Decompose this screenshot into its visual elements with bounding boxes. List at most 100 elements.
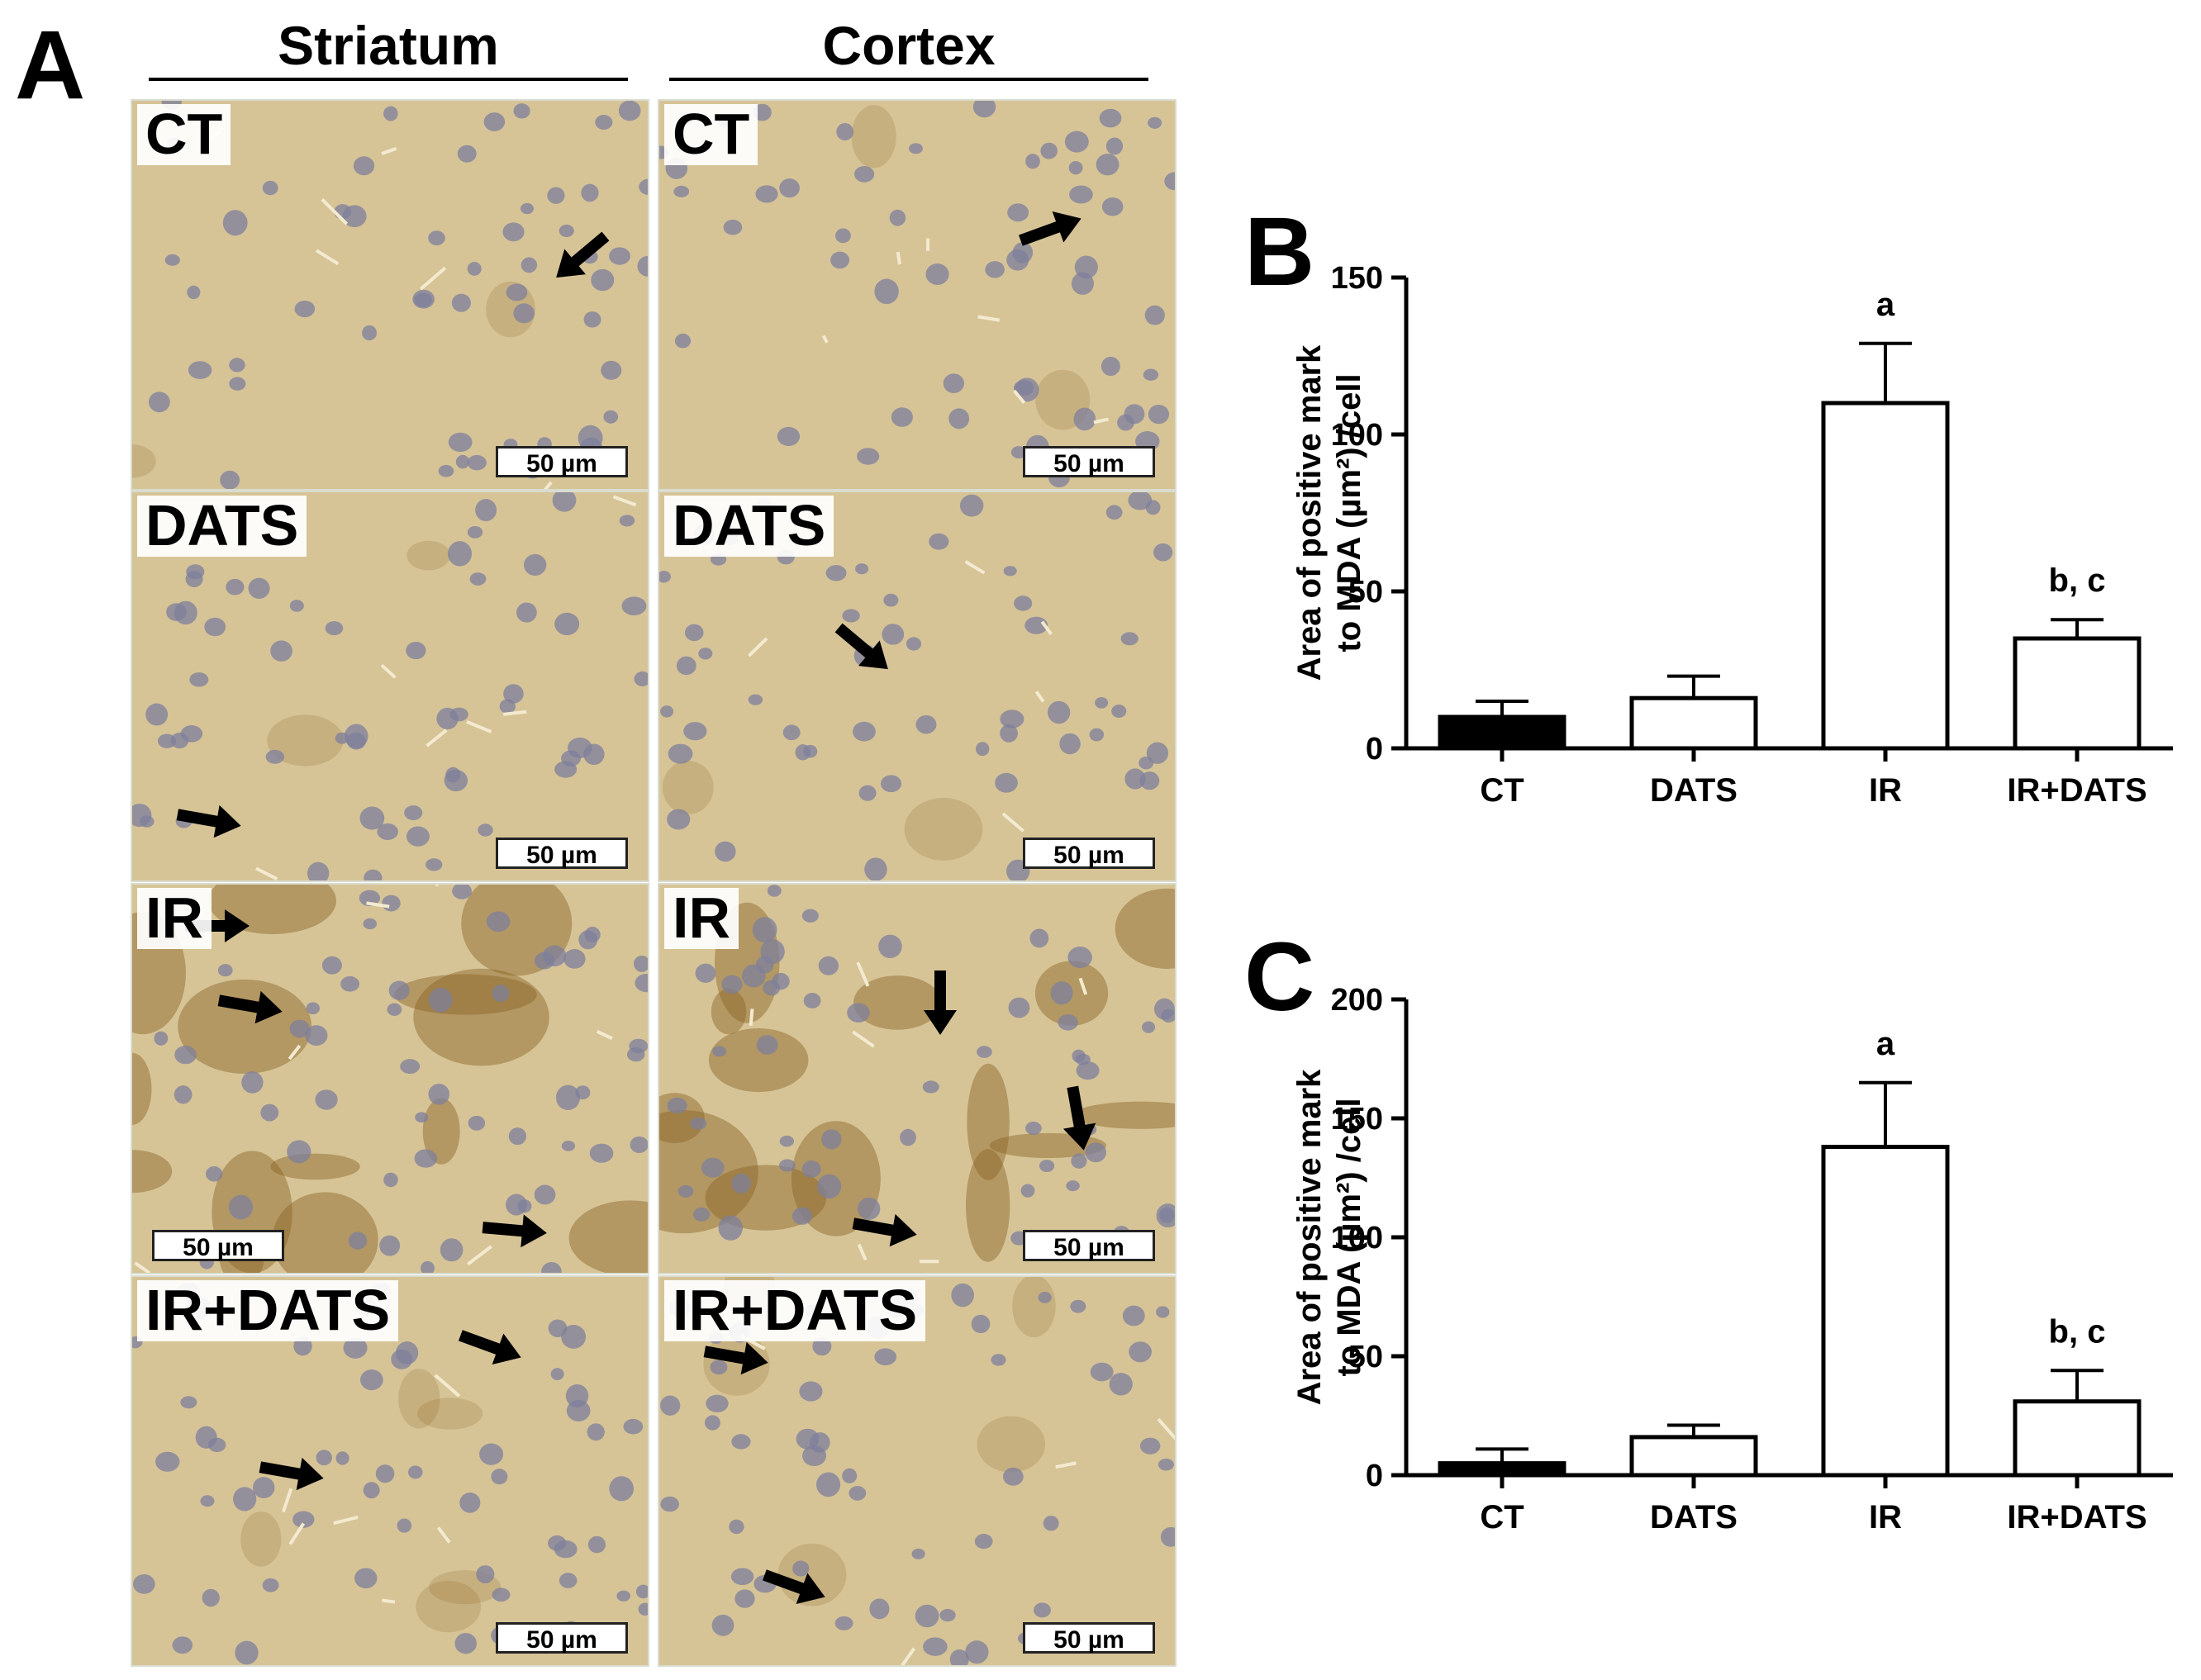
cell-nucleus xyxy=(667,1097,687,1114)
vessel-streak xyxy=(1040,620,1053,635)
vessel-streak xyxy=(852,1030,875,1048)
scale-bar: 50 µm xyxy=(496,1622,628,1654)
cell-nucleus xyxy=(508,1127,527,1146)
cell-nucleus xyxy=(634,955,648,972)
stain-blob xyxy=(398,1369,440,1429)
cell-nucleus xyxy=(172,1636,193,1654)
cell-nucleus xyxy=(638,1602,648,1616)
micrograph-striatum-ct: CT 50 µm xyxy=(131,99,649,491)
cell-nucleus xyxy=(502,222,525,242)
cell-nucleus xyxy=(1090,1362,1114,1382)
cell-nucleus xyxy=(415,1112,429,1123)
x-tick-label: DATS xyxy=(1650,772,1738,809)
cell-nucleus xyxy=(618,101,641,121)
bar-ct xyxy=(1438,714,1566,751)
cell-nucleus xyxy=(943,373,964,394)
cell-nucleus xyxy=(922,1080,939,1094)
stain-blob xyxy=(270,1153,360,1180)
cell-nucleus xyxy=(448,432,473,453)
cell-nucleus xyxy=(294,300,316,318)
cell-nucleus xyxy=(1043,1516,1059,1531)
cell-nucleus xyxy=(289,600,304,612)
cell-nucleus xyxy=(293,1336,312,1356)
cell-nucleus xyxy=(292,1511,315,1528)
cell-nucleus xyxy=(503,684,524,704)
cell-nucleus xyxy=(375,1464,395,1483)
treatment-label: CT xyxy=(664,103,758,165)
y-axis-label-line1: Area of positive mark xyxy=(1291,1069,1328,1406)
pointer-arrow-icon xyxy=(1062,1085,1096,1151)
cell-nucleus xyxy=(849,1486,867,1501)
cell-nucleus xyxy=(730,1568,754,1586)
cell-nucleus xyxy=(262,1578,279,1592)
cell-nucleus xyxy=(906,637,922,651)
vessel-streak xyxy=(466,719,492,733)
cell-nucleus xyxy=(412,289,435,309)
vessel-streak xyxy=(255,866,278,880)
cell-nucleus xyxy=(721,975,743,994)
cell-nucleus xyxy=(561,1324,587,1349)
stain-blob xyxy=(178,979,312,1075)
vessel-streak xyxy=(381,1598,396,1604)
cell-nucleus xyxy=(660,1395,681,1416)
cell-nucleus xyxy=(132,1574,155,1594)
cell-nucleus xyxy=(148,392,170,413)
cell-nucleus xyxy=(623,1418,644,1435)
cell-nucleus xyxy=(428,987,453,1013)
cell-nucleus xyxy=(1099,108,1122,128)
cell-nucleus xyxy=(1014,596,1033,611)
cell-nucleus xyxy=(609,1476,635,1502)
cell-nucleus xyxy=(382,895,401,912)
cell-nucleus xyxy=(929,533,949,550)
cell-nucleus xyxy=(842,1468,858,1483)
cell-nucleus xyxy=(587,1423,605,1441)
cell-nucleus xyxy=(459,1493,481,1513)
vessel-streak xyxy=(134,1261,151,1273)
cell-nucleus xyxy=(202,1588,220,1607)
cell-nucleus xyxy=(909,143,923,154)
cell-nucleus xyxy=(513,103,530,119)
cell-nucleus xyxy=(241,1071,264,1094)
x-tick-label: CT xyxy=(1480,1499,1524,1535)
panel-c-letter: C xyxy=(1244,923,1315,1032)
cell-nucleus xyxy=(1025,1121,1042,1136)
cell-nucleus xyxy=(801,1160,821,1178)
cell-nucleus xyxy=(388,980,410,1000)
cell-nucleus xyxy=(321,956,342,975)
cell-nucleus xyxy=(483,112,506,131)
stain-blob xyxy=(1012,1277,1056,1338)
cell-nucleus xyxy=(252,1477,275,1498)
cell-nucleus xyxy=(265,749,285,764)
cell-nucleus xyxy=(830,251,850,269)
column-rule-striatum xyxy=(149,78,628,81)
cell-nucleus xyxy=(925,263,949,285)
cell-nucleus xyxy=(479,1443,504,1465)
treatment-label: DATS xyxy=(664,495,834,557)
cell-nucleus xyxy=(457,145,477,163)
vessel-streak xyxy=(381,147,397,155)
cell-nucleus xyxy=(335,732,349,744)
stain-blob xyxy=(662,761,714,814)
cell-nucleus xyxy=(1105,137,1124,155)
cell-nucleus xyxy=(630,1136,648,1153)
treatment-label: DATS xyxy=(137,495,307,557)
cell-nucleus xyxy=(1020,1184,1035,1198)
treatment-label: CT xyxy=(137,103,231,165)
cell-nucleus xyxy=(821,1129,842,1150)
stain-blob xyxy=(240,1512,282,1567)
vessel-streak xyxy=(366,901,390,909)
cell-nucleus xyxy=(601,360,622,380)
vessel-streak xyxy=(1001,812,1024,833)
cell-nucleus xyxy=(438,464,454,477)
cell-nucleus xyxy=(723,219,743,235)
cell-nucleus xyxy=(379,1235,401,1256)
micrograph-striatum-ir-dats: IR+DATS 50 µm xyxy=(131,1275,649,1667)
cell-nucleus xyxy=(174,1046,197,1065)
cell-nucleus xyxy=(408,1465,423,1479)
cell-nucleus xyxy=(1164,172,1175,191)
y-axis-label-line2: to MDA (µm²) /cell xyxy=(1331,1098,1367,1376)
cell-nucleus xyxy=(270,640,292,662)
cell-nucleus xyxy=(755,185,778,203)
significance-label: b, c xyxy=(2049,562,2106,599)
bar-ir xyxy=(1821,1145,1950,1478)
